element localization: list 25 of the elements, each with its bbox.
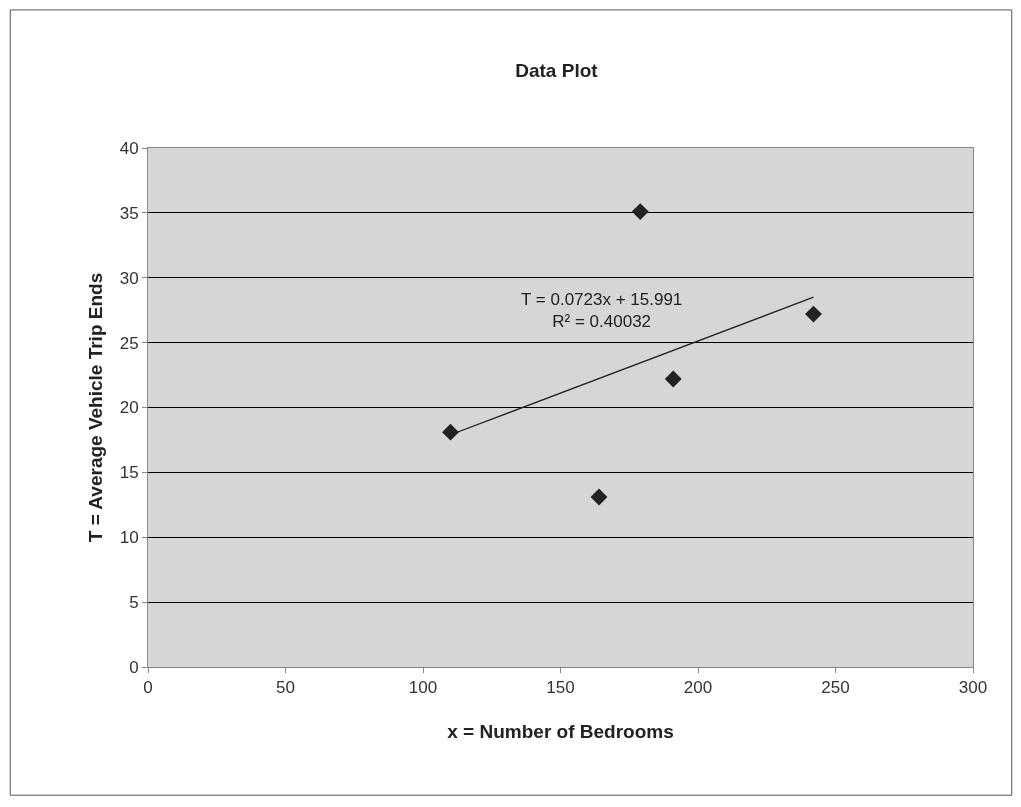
- point: [631, 203, 649, 221]
- y-tick-label: 35: [119, 203, 139, 223]
- x-tick-label: 300: [958, 678, 988, 698]
- y-axis-title: T = Average Vehicle Trip Ends: [84, 272, 106, 543]
- chart-title: Data Plot: [515, 59, 599, 81]
- y-tick-label: 15: [119, 463, 139, 483]
- x-axis-title: x = Number of Bedrooms: [447, 721, 674, 743]
- y-tick-label: 40: [119, 138, 139, 158]
- point: [590, 488, 608, 506]
- x-tick-label: 50: [276, 678, 295, 698]
- y-tick-label: 10: [119, 528, 139, 548]
- annotation: T = 0.0723x + 15.991 R² = 0.40032: [521, 290, 683, 332]
- x-tick-label: 250: [821, 678, 850, 698]
- y-tick-label: 30: [119, 268, 139, 288]
- x-tick-label: 0: [143, 678, 153, 698]
- x-tick-label: 100: [408, 678, 438, 698]
- point: [442, 423, 459, 441]
- x-tick-label: 150: [546, 678, 575, 698]
- y-tick-label: 5: [129, 593, 139, 613]
- point: [664, 370, 682, 388]
- y-tick-label: 20: [119, 398, 139, 418]
- point: [805, 305, 822, 323]
- y-tick-label: 0: [129, 657, 139, 677]
- x-tick-label: 200: [683, 678, 713, 698]
- y-tick-label: 25: [119, 333, 139, 353]
